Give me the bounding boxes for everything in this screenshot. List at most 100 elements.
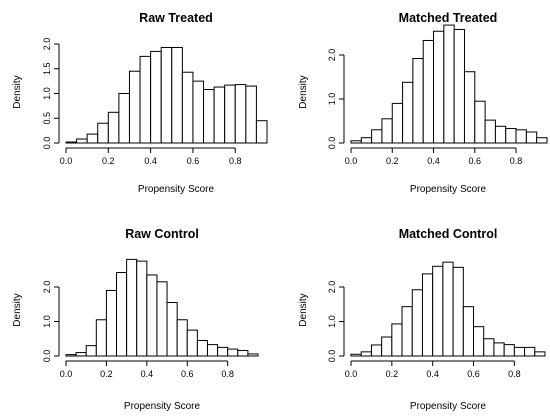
y-axis-label: Density xyxy=(298,75,309,108)
x-axis-label: Propensity Score xyxy=(410,401,487,412)
y-tick-label: 1.0 xyxy=(42,315,52,328)
x-tick-label: 0.0 xyxy=(60,369,73,379)
histogram-bar xyxy=(65,354,77,357)
histogram-bar xyxy=(86,133,99,144)
x-axis: 0.0 0.2 0.4 0.6 0.8 xyxy=(60,147,242,166)
histogram-bar xyxy=(171,46,183,144)
histogram-bar xyxy=(494,125,507,144)
histogram-bar xyxy=(474,100,486,144)
y-axis-label: Density xyxy=(12,75,23,108)
histogram-bar xyxy=(128,70,141,144)
panel-matched-treated: Matched Treated Propensity Score Density… xyxy=(298,11,548,195)
histogram-bar xyxy=(534,351,546,357)
y-tick-label: 0.0 xyxy=(327,137,337,150)
chart-title: Matched Control xyxy=(399,227,498,241)
x-tick-label: 0.2 xyxy=(386,369,399,379)
histogram-bar xyxy=(513,346,526,357)
histogram-bar xyxy=(432,265,444,357)
histogram-bar xyxy=(237,349,249,357)
histogram-bar xyxy=(97,122,109,144)
histogram-bar xyxy=(116,272,128,357)
x-tick-label: 0.2 xyxy=(386,156,399,166)
y-tick-label: 1.0 xyxy=(42,87,52,100)
x-tick-label: 0.0 xyxy=(345,156,358,166)
histogram-bar xyxy=(493,342,505,357)
chart-title: Matched Treated xyxy=(399,11,498,25)
x-axis-label: Propensity Score xyxy=(138,184,215,195)
y-tick-label: 1.0 xyxy=(327,93,337,106)
histogram-bar xyxy=(75,352,87,357)
histogram-bar xyxy=(85,345,97,357)
x-axis: 0.0 0.2 0.4 0.6 0.8 xyxy=(345,147,522,166)
x-tick-label: 0.8 xyxy=(221,369,234,379)
x-tick-label: 0.0 xyxy=(60,156,73,166)
x-tick-label: 0.6 xyxy=(467,369,480,379)
histogram-bar xyxy=(411,289,423,357)
y-tick-label: 1.0 xyxy=(327,315,337,328)
histogram-bar xyxy=(146,274,158,357)
histogram-bar xyxy=(381,336,393,357)
histogram-bar xyxy=(371,129,383,144)
histogram-bar xyxy=(192,80,205,144)
histogram-bar xyxy=(421,273,434,357)
histogram-bar xyxy=(206,344,219,357)
y-tick-label: 0.0 xyxy=(42,350,52,363)
histogram-bar xyxy=(452,266,464,357)
histogram-bar xyxy=(136,260,148,357)
histogram-bar xyxy=(213,86,226,144)
bars xyxy=(350,24,548,144)
x-tick-label: 0.2 xyxy=(102,156,115,166)
histogram-bar xyxy=(433,30,445,144)
histogram-bar xyxy=(196,339,208,357)
y-tick-label: 2.0 xyxy=(327,281,337,294)
histogram-bar xyxy=(360,137,373,144)
bars xyxy=(65,258,259,357)
histogram-bar xyxy=(515,129,527,144)
panel-matched-control: Matched Control Propensity Score Density… xyxy=(298,227,546,412)
histogram-bar xyxy=(505,127,517,144)
histogram-bar xyxy=(65,141,78,144)
histogram-bar xyxy=(247,353,259,357)
y-axis: 0.0 0.5 1.0 1.5 2.0 xyxy=(42,38,60,149)
histogram-bar xyxy=(462,306,475,357)
x-tick-label: 0.0 xyxy=(345,369,358,379)
chart-title: Raw Treated xyxy=(139,11,213,25)
histogram-bar xyxy=(524,346,536,357)
histogram-bar xyxy=(453,28,465,144)
histogram-bar xyxy=(536,137,548,144)
bars xyxy=(65,46,268,144)
x-tick-label: 0.4 xyxy=(144,156,157,166)
x-tick-label: 0.2 xyxy=(100,369,113,379)
x-axis-label: Propensity Score xyxy=(410,184,487,195)
histogram-bar xyxy=(224,84,236,144)
histogram-bar xyxy=(118,93,130,144)
y-axis: 0.0 1.0 2.0 xyxy=(42,281,60,363)
histogram-bar xyxy=(234,84,247,144)
x-tick-label: 0.6 xyxy=(469,156,482,166)
histogram-bar xyxy=(166,302,178,357)
x-tick-label: 0.6 xyxy=(187,156,200,166)
bars xyxy=(350,261,546,357)
histogram-bar xyxy=(105,289,118,357)
histogram-bar xyxy=(227,348,239,357)
x-tick-label: 0.4 xyxy=(427,156,440,166)
y-tick-label: 2.0 xyxy=(327,49,337,62)
histogram-bar xyxy=(402,81,414,144)
y-axis-label: Density xyxy=(298,293,309,326)
histogram-bar xyxy=(176,319,188,357)
y-axis-label: Density xyxy=(12,293,23,326)
histogram-bar xyxy=(350,140,362,144)
histogram-bar xyxy=(139,55,152,144)
histogram-bar xyxy=(391,102,404,144)
histogram-bar xyxy=(107,111,120,144)
histogram-bar xyxy=(391,323,403,357)
y-tick-label: 1.5 xyxy=(42,62,52,75)
x-tick-label: 0.4 xyxy=(426,369,439,379)
panel-raw-treated: Raw Treated Propensity Score Density 0.0… xyxy=(12,11,268,195)
y-axis: 0.0 1.0 2.0 xyxy=(327,281,345,362)
histogram-bar xyxy=(422,39,435,144)
histogram-bar xyxy=(255,120,268,144)
histogram-bar xyxy=(203,89,215,144)
histogram-bar xyxy=(156,281,168,357)
